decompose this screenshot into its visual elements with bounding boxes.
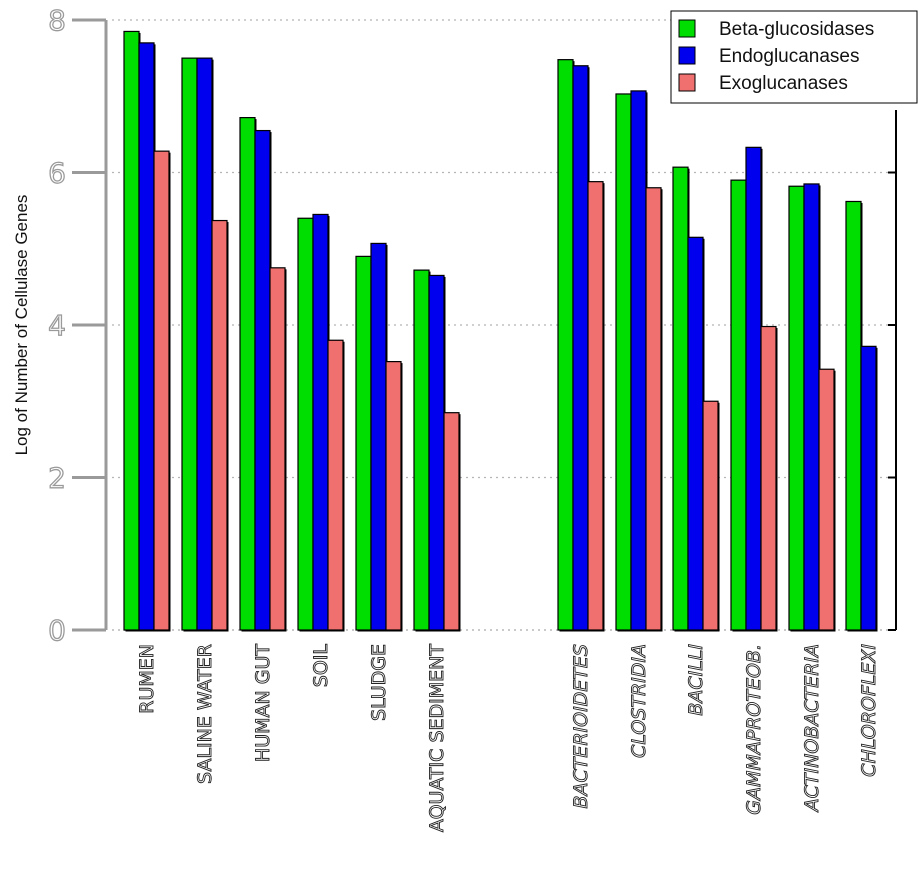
bar-beta-glucosidases-10 — [788, 185, 805, 631]
category-label: HUMAN GUT — [252, 644, 274, 762]
category-label: ACTINOBACTERIA — [801, 644, 823, 813]
category-label: SLUDGE — [368, 644, 390, 721]
bar-exoglucanases-8 — [702, 400, 719, 631]
bar-beta-glucosidases-9 — [730, 179, 747, 631]
bar-endoglucanases-0 — [138, 42, 155, 631]
bar-endoglucanases-7 — [630, 90, 647, 631]
bar-endoglucanases-4 — [370, 242, 387, 631]
bar-exoglucanases-0 — [153, 150, 170, 631]
grid-lines — [112, 19, 896, 631]
bar-beta-glucosidases-11 — [845, 200, 862, 631]
bar-beta-glucosidases-4 — [355, 255, 372, 631]
legend-swatch — [678, 73, 696, 92]
bar-endoglucanases-8 — [687, 236, 704, 631]
bars — [123, 30, 878, 632]
bar-exoglucanases-10 — [818, 368, 835, 631]
bar-exoglucanases-5 — [443, 412, 460, 631]
bar-exoglucanases-9 — [760, 325, 777, 631]
category-label: SOIL — [310, 644, 332, 688]
bar-beta-glucosidases-3 — [297, 217, 314, 631]
bar-beta-glucosidases-6 — [557, 59, 574, 631]
bar-exoglucanases-7 — [645, 187, 662, 631]
legend-swatch — [678, 46, 696, 65]
category-label: CHLOROFLEXI — [858, 644, 880, 777]
y-tick-label: 2 — [48, 462, 66, 495]
category-label: CLOSTRIDIA — [628, 644, 650, 758]
y-axis: 0 2 4 6 8 — [48, 3, 897, 648]
legend-swatch — [678, 19, 696, 38]
bar-beta-glucosidases-7 — [615, 93, 632, 631]
bar-endoglucanases-3 — [312, 213, 329, 631]
bar-beta-glucosidases-0 — [123, 30, 140, 631]
y-tick-label: 4 — [48, 309, 66, 342]
bar-exoglucanases-2 — [269, 267, 286, 631]
bar-endoglucanases-5 — [428, 274, 445, 631]
y-tick-label: 8 — [48, 4, 66, 37]
y-axis-label: Log of Number of Cellulase Genes — [12, 195, 31, 456]
legend-box — [670, 10, 918, 104]
bar-endoglucanases-6 — [572, 65, 589, 631]
legend-label: Beta-glucosidases — [719, 19, 874, 40]
category-label: BACTERIOIDETES — [570, 644, 592, 809]
category-label: BACILLI — [685, 644, 707, 716]
category-label: GAMMAPROTEOB. — [743, 644, 765, 815]
legend-label: Endoglucanases — [719, 46, 860, 67]
bar-exoglucanases-4 — [385, 361, 402, 631]
bar-endoglucanases-1 — [196, 57, 213, 631]
bar-beta-glucosidases-1 — [181, 57, 198, 631]
bar-exoglucanases-6 — [587, 181, 604, 631]
category-label: AQUATIC SEDIMENT — [426, 644, 448, 832]
bar-endoglucanases-10 — [803, 183, 820, 631]
bar-beta-glucosidases-8 — [672, 166, 689, 631]
bar-endoglucanases-11 — [860, 345, 877, 631]
bar-endoglucanases-9 — [745, 146, 762, 631]
category-labels: RUMEN SALINE WATER HUMAN GUT SOIL SLUDGE AQUA… — [136, 643, 881, 832]
bar-exoglucanases-1 — [211, 219, 228, 631]
category-label: SALINE WATER — [194, 644, 216, 784]
legend: Beta-glucosidases Endoglucanases Exoglucan… — [670, 10, 918, 104]
y-tick-label: 6 — [48, 157, 66, 190]
bar-beta-glucosidases-5 — [413, 269, 430, 631]
y-tick-label: 0 — [48, 614, 66, 647]
bar-beta-glucosidases-2 — [239, 116, 256, 631]
bar-endoglucanases-2 — [254, 129, 271, 631]
legend-label: Exoglucanases — [719, 73, 848, 94]
bar-exoglucanases-3 — [327, 339, 344, 631]
category-label: RUMEN — [136, 644, 158, 714]
